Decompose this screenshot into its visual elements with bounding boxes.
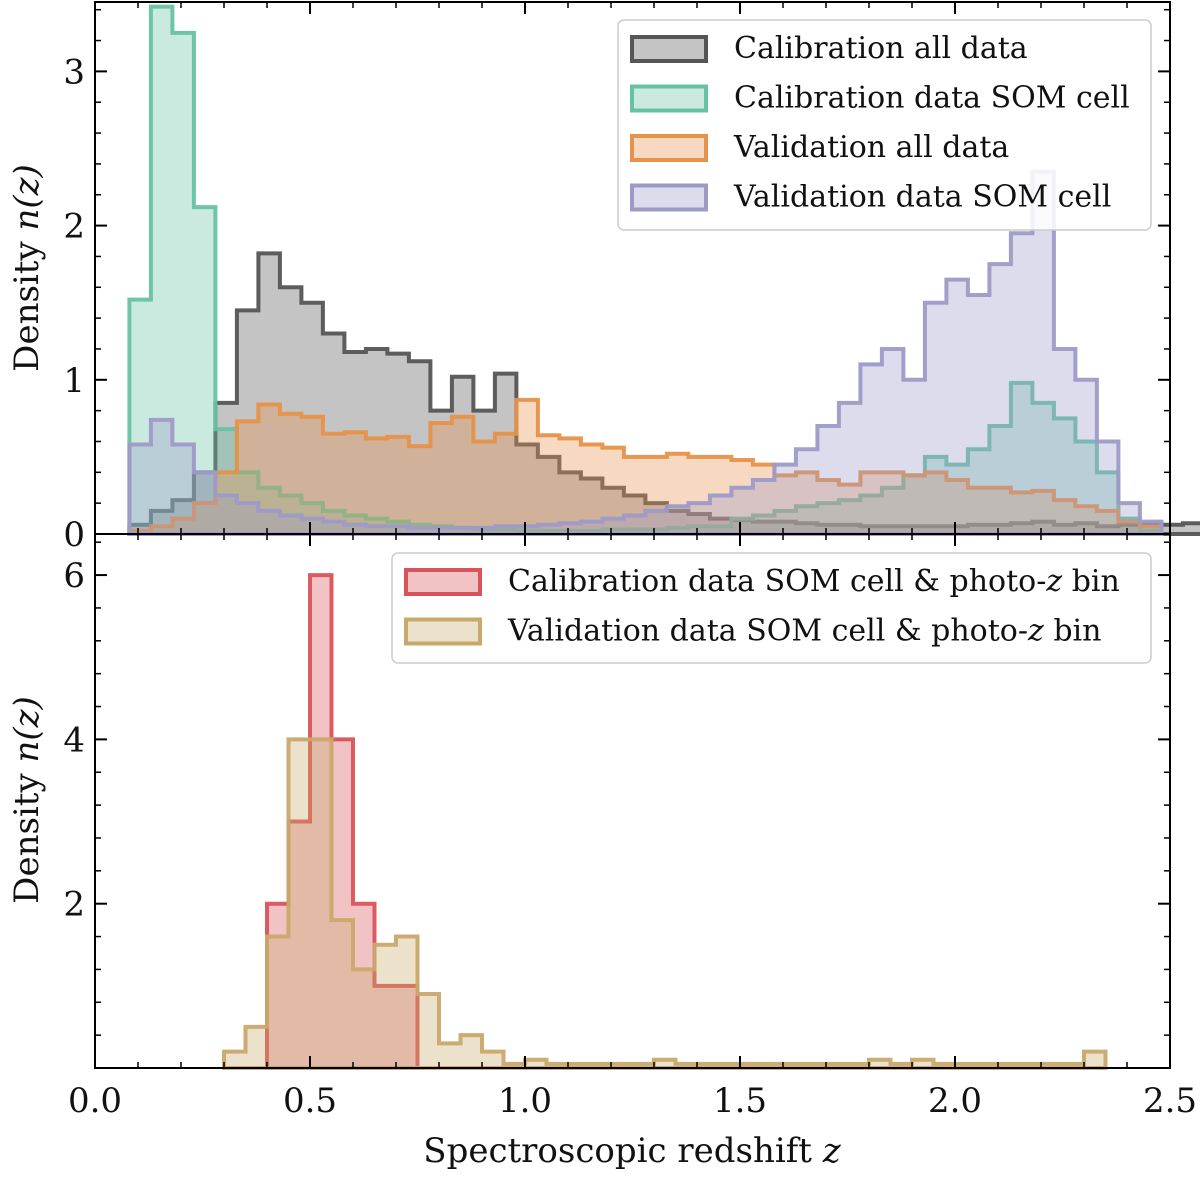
legend-swatch <box>404 617 482 646</box>
series-fill <box>224 739 1106 1068</box>
legend-swatch <box>404 568 482 596</box>
legend-swatch <box>630 35 708 63</box>
legend-swatch <box>630 84 708 113</box>
x-tick-label: 1.0 <box>498 1081 552 1121</box>
legend-label: Calibration data SOM cell <box>734 81 1130 116</box>
series-fill <box>267 575 418 1068</box>
top-histograms <box>127 4 1200 536</box>
series-outline <box>127 397 1164 536</box>
series-outline <box>222 737 1108 1070</box>
y-tick-label: 2 <box>63 885 85 925</box>
y-tick-label: 2 <box>63 207 85 247</box>
series-fill <box>129 399 1162 534</box>
x-axis-label: Spectroscopic redshift z <box>423 1131 841 1171</box>
legend-box <box>391 552 1152 664</box>
y-tick-label: 1 <box>63 361 85 401</box>
x-tick-label: 1.5 <box>713 1081 767 1121</box>
series-outline <box>127 169 1164 536</box>
legend-box <box>617 19 1152 231</box>
series-2 <box>127 397 1164 536</box>
y-tick-label: 0 <box>63 515 85 555</box>
series-3 <box>127 169 1164 536</box>
series-1 <box>222 737 1108 1070</box>
legend-swatch <box>630 183 708 212</box>
series-fill <box>129 253 1200 534</box>
legend-label: Calibration data SOM cell & photo-z bin <box>508 564 1120 599</box>
top-ticks: 0 1 2 3 <box>63 2 1171 555</box>
series-outline <box>127 4 1164 536</box>
legend-label: Validation all data <box>733 130 1009 165</box>
legend-item: Validation data SOM cell <box>630 180 1111 215</box>
x-tick-label: 0.0 <box>68 1081 122 1121</box>
bottom-legend: Calibration data SOM cell & photo-z bin V… <box>391 552 1152 664</box>
x-tick-label: 2.0 <box>928 1081 982 1121</box>
bottom-frame <box>94 533 1171 1069</box>
legend-item: Validation data SOM cell & photo-z bin <box>404 614 1101 649</box>
series-1 <box>127 4 1164 536</box>
legend-label: Validation data SOM cell & photo-z bin <box>507 614 1101 649</box>
bottom-histograms <box>222 573 1108 1070</box>
legend-item: Calibration all data <box>630 31 1028 66</box>
legend-label: Calibration all data <box>734 31 1028 66</box>
top-legend: Calibration all data Calibration data SOM… <box>617 19 1152 231</box>
series-fill <box>129 171 1162 534</box>
legend-label: Validation data SOM cell <box>733 180 1111 215</box>
legend-swatch <box>630 134 708 162</box>
x-tick-label: 2.5 <box>1143 1081 1197 1121</box>
legend-item: Calibration data SOM cell <box>630 81 1130 116</box>
y-tick-label: 4 <box>63 720 85 760</box>
bottom-panel: 2 4 6 0.0 0.5 1.0 1.5 2.0 2.5 Density n(z) Spect… <box>7 533 1197 1171</box>
legend-item: Calibration data SOM cell & photo-z bin <box>404 564 1120 599</box>
y-tick-label: 3 <box>63 52 85 92</box>
series-fill <box>129 6 1162 534</box>
legend-item: Validation all data <box>630 130 1009 165</box>
y-tick-label: 6 <box>63 556 85 596</box>
top-y-label: Density n(z) <box>7 164 47 372</box>
bottom-y-label: Density n(z) <box>7 696 47 904</box>
x-tick-label: 0.5 <box>283 1081 337 1121</box>
